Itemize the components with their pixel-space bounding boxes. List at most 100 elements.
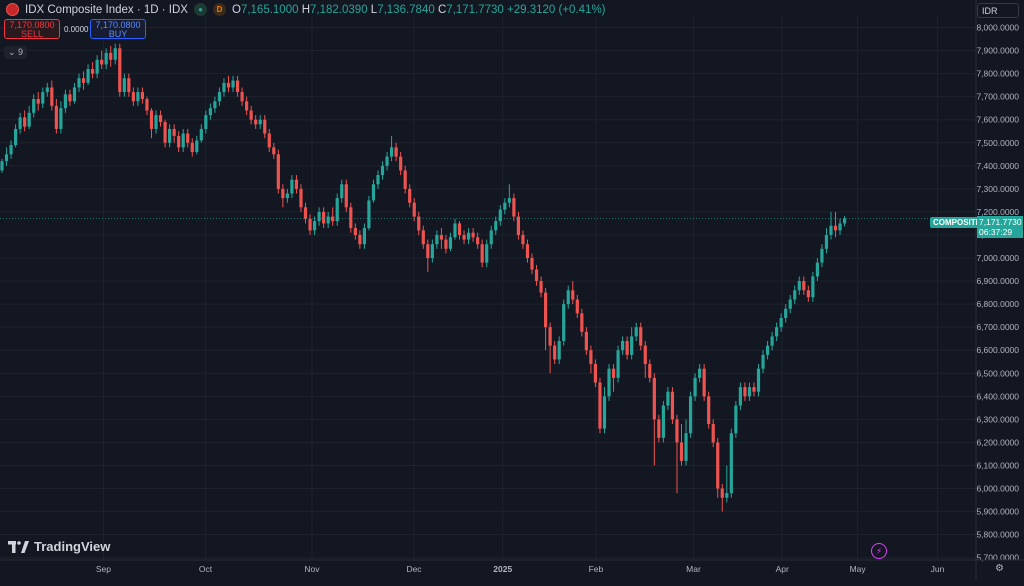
candle-body bbox=[95, 59, 99, 74]
candle-body bbox=[684, 433, 688, 461]
candle-body bbox=[136, 92, 140, 102]
candle-body bbox=[32, 98, 36, 113]
candle-body bbox=[838, 223, 842, 231]
x-tick-label: Oct bbox=[199, 564, 213, 574]
candle-body bbox=[516, 216, 521, 235]
candle-body bbox=[294, 179, 299, 189]
tradingview-logo[interactable]: TradingView bbox=[8, 539, 110, 554]
delayed-data-icon[interactable]: D bbox=[212, 3, 226, 16]
y-tick-label: 8,000.0000 bbox=[976, 23, 1019, 33]
candle-body bbox=[367, 200, 371, 229]
candle-body bbox=[553, 345, 557, 360]
candle-body bbox=[276, 154, 280, 189]
candle-body bbox=[340, 184, 344, 199]
candle-body bbox=[435, 234, 439, 245]
settings-gear-icon[interactable]: ⚙ bbox=[995, 563, 1004, 574]
y-tick-label: 6,800.0000 bbox=[976, 299, 1019, 309]
candle-body bbox=[430, 244, 434, 259]
candle-body bbox=[670, 391, 675, 420]
candle-body bbox=[235, 80, 240, 93]
y-tick-label: 7,300.0000 bbox=[976, 184, 1019, 194]
candle-body bbox=[494, 221, 498, 231]
candle-body bbox=[281, 188, 285, 199]
market-status-icon[interactable]: ● bbox=[193, 3, 207, 16]
buy-button[interactable]: 7,170.0800 BUY bbox=[90, 19, 146, 39]
symbol-title[interactable]: IDX Composite Index · 1D · IDX bbox=[25, 3, 188, 16]
candle-body bbox=[611, 368, 616, 378]
candle-body bbox=[68, 94, 72, 102]
lightning-icon[interactable]: ⚡ bbox=[871, 543, 887, 559]
y-tick-label: 7,600.0000 bbox=[976, 115, 1019, 125]
sell-button[interactable]: 7,170.0800 SELL bbox=[4, 19, 60, 39]
candle-body bbox=[784, 308, 788, 318]
candle-body bbox=[539, 281, 543, 293]
candle-body bbox=[648, 364, 652, 378]
y-tick-label: 6,400.0000 bbox=[976, 391, 1019, 401]
candle-body bbox=[104, 52, 108, 65]
x-tick-label: Apr bbox=[776, 564, 789, 574]
candle-body bbox=[249, 110, 253, 120]
y-tick-label: 6,000.0000 bbox=[976, 484, 1019, 494]
candle-body bbox=[204, 115, 208, 129]
candle-body bbox=[231, 80, 235, 88]
spread-value: 0.0000 bbox=[64, 24, 89, 34]
sell-label: SELL bbox=[20, 29, 44, 39]
candle-body bbox=[734, 405, 738, 434]
candle-body bbox=[81, 78, 86, 83]
candle-body bbox=[453, 223, 457, 238]
candle-body bbox=[0, 161, 4, 171]
candle-body bbox=[389, 147, 394, 157]
candle-body bbox=[489, 230, 493, 245]
candle-body bbox=[272, 147, 276, 155]
candle-body bbox=[86, 69, 90, 83]
x-tick-label: Jun bbox=[931, 564, 945, 574]
candle-body bbox=[462, 234, 466, 240]
y-tick-label: 5,700.0000 bbox=[976, 553, 1019, 563]
candle-body bbox=[394, 147, 398, 157]
y-tick-label: 5,900.0000 bbox=[976, 507, 1019, 517]
candle-body bbox=[625, 341, 629, 355]
candle-body bbox=[186, 133, 190, 143]
y-tick-label: 7,900.0000 bbox=[976, 46, 1019, 56]
candle-body bbox=[630, 336, 634, 355]
candle-body bbox=[779, 317, 783, 328]
x-tick-label: Dec bbox=[406, 564, 422, 574]
tradingview-logo-icon bbox=[8, 540, 29, 553]
candle-body bbox=[657, 419, 661, 438]
candle-body bbox=[140, 92, 145, 99]
candle-body bbox=[702, 368, 706, 397]
candle-body bbox=[412, 202, 416, 217]
candle-body bbox=[240, 92, 244, 102]
candle-body bbox=[833, 225, 838, 231]
ohlc-value: 7,165.1000 bbox=[240, 3, 302, 16]
candle-body bbox=[698, 368, 702, 378]
currency-button[interactable]: IDR bbox=[977, 3, 1019, 18]
last-price-tag: 7,171.7730 06:37:29 bbox=[977, 216, 1023, 238]
candle-body bbox=[842, 218, 847, 224]
buy-label: BUY bbox=[108, 29, 128, 39]
x-tick-label: Sep bbox=[96, 564, 111, 574]
candle-body bbox=[63, 94, 68, 109]
candle-body bbox=[707, 396, 711, 424]
indicators-collapse-button[interactable]: ⌄ 9 bbox=[4, 46, 28, 59]
candle-body bbox=[548, 327, 552, 346]
y-tick-label: 6,700.0000 bbox=[976, 322, 1019, 332]
candle-body bbox=[59, 108, 63, 129]
last-price: 7,171.7730 bbox=[979, 217, 1022, 227]
candle-body bbox=[566, 290, 570, 305]
y-tick-label: 7,800.0000 bbox=[976, 69, 1019, 79]
candle-body bbox=[765, 345, 770, 355]
candle-body bbox=[190, 142, 194, 152]
candle-body bbox=[521, 234, 525, 245]
buy-price: 7,170.0800 bbox=[95, 20, 141, 30]
candle-body bbox=[109, 52, 113, 60]
candle-body bbox=[41, 92, 45, 104]
candle-body bbox=[679, 442, 684, 461]
candle-body bbox=[621, 341, 625, 351]
candle-body bbox=[158, 115, 163, 123]
candle-body bbox=[208, 108, 212, 116]
candle-body bbox=[761, 354, 765, 369]
ohlc-key: L bbox=[370, 3, 378, 16]
